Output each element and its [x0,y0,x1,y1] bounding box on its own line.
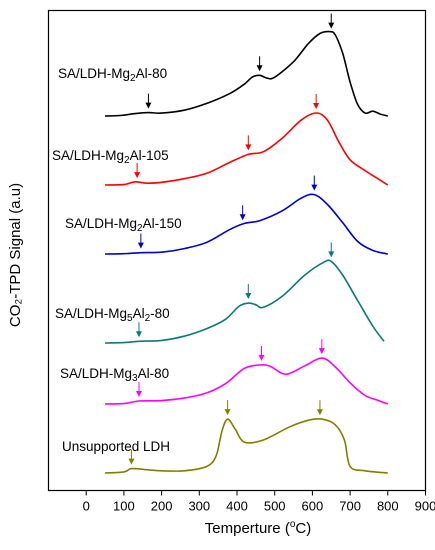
label-text: Unsupported LDH [62,439,170,454]
peak-arrow [128,449,135,465]
series-4: SA/LDH-Mg5Al2-80 [55,242,385,344]
peak-arrow [239,205,246,221]
label-text: Al [133,306,145,321]
peak-arrow-head [313,103,320,109]
x-tick-label: 600 [302,499,324,514]
label-text: SA/LDH-Mg [52,148,124,163]
peak-arrow-head [134,172,141,179]
x-tick-label: 200 [151,499,173,514]
plot-frame [47,9,427,492]
peak-arrow [311,175,318,191]
peak-arrow [328,13,335,29]
series-label: SA/LDH-Mg2Al-80 [58,66,167,84]
series-6: Unsupported LDH [62,400,388,474]
label-text: SA/LDH-Mg [65,216,137,231]
label-text: Al-150 [143,216,182,231]
peak-arrow [256,56,263,72]
peak-arrow [134,163,141,179]
peak-arrow [245,284,252,300]
series-5: SA/LDH-Mg3Al-80 [60,339,389,405]
label-subscript: 2 [130,73,136,84]
series-line [104,357,389,405]
series-label: SA/LDH-Mg5Al2-80 [55,306,170,324]
y-axis-title: CO₂-TPD Signal (a.u) [7,183,24,327]
peak-arrow-head [328,22,335,29]
peak-arrow-head [245,293,252,300]
label-text: SA/LDH-Mg [55,306,127,321]
peak-arrow [318,339,325,355]
peak-arrow-head [135,331,142,338]
series-line [104,193,388,255]
series-1: SA/LDH-Mg2Al-80 [58,13,388,117]
peak-arrow-head [239,214,246,221]
x-tick-label: 500 [264,499,286,514]
peak-arrow-head [137,242,144,249]
x-tick-label: 700 [339,499,361,514]
peak-arrow [258,345,265,361]
peak-arrow [137,233,144,249]
x-axis-ticks: 0 100 200 300 400 500 600 700 800 900 [83,490,435,514]
peak-arrow-head [245,144,252,151]
x-tick-label: 900 [415,499,435,514]
series-label: SA/LDH-Mg3Al-80 [60,366,169,384]
series-line [104,417,388,474]
series-label: SA/LDH-Mg2Al-105 [52,148,169,166]
peak-arrow-head [145,102,152,109]
label-text: Al-105 [130,148,169,163]
label-subscript: 2 [124,155,130,166]
series-3: SA/LDH-Mg2Al-150 [65,175,388,255]
label-subscript: 2 [137,223,143,234]
peak-arrow-head [311,184,318,191]
x-tick-label: 800 [377,499,399,514]
series-layer: SA/LDH-Mg2Al-80SA/LDH-Mg2Al-105SA/LDH-Mg… [52,13,389,474]
peak-arrow-head [318,348,325,355]
series-line [104,112,389,186]
x-tick-label: 300 [188,499,210,514]
label-text: -80 [150,306,170,321]
peak-arrow [135,322,142,338]
peak-arrow [313,94,320,109]
label-text: Al-80 [138,366,170,381]
label-text: SA/LDH-Mg [60,366,132,381]
peak-arrow-head [128,458,135,465]
x-tick-label: 100 [113,499,135,514]
peak-arrow [328,242,335,258]
peak-arrow-head [328,251,335,258]
peak-arrow [245,135,252,151]
peak-arrow-head [135,391,142,398]
x-axis-title: Temperture (oC) [205,519,311,537]
label-subscript: 2 [145,313,151,324]
peak-arrow-head [256,65,263,72]
peak-arrow-head [224,409,231,416]
series-label: SA/LDH-Mg2Al-150 [65,216,182,234]
label-text: Al-80 [136,66,168,81]
label-subscript: 5 [127,313,133,324]
label-subscript: 3 [132,373,138,384]
series-2: SA/LDH-Mg2Al-105 [52,94,389,186]
x-tick-label: 0 [83,499,90,514]
x-tick-label: 400 [226,499,248,514]
peak-arrow [316,400,323,416]
label-text: SA/LDH-Mg [58,66,130,81]
series-line [104,30,388,117]
series-label: Unsupported LDH [62,439,170,454]
peak-arrow [145,93,152,109]
peak-arrow [224,400,231,416]
peak-arrow [135,382,142,398]
series-line [104,259,385,344]
peak-arrow-head [258,354,265,361]
peak-arrow-head [316,409,323,416]
